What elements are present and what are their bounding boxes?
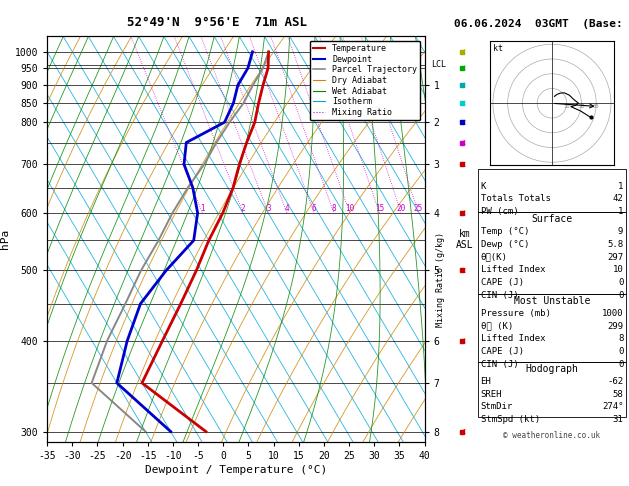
Text: StmSpd (kt): StmSpd (kt) (481, 415, 540, 424)
Text: 297: 297 (607, 253, 623, 262)
Text: 6: 6 (311, 204, 316, 213)
Text: Lifted Index: Lifted Index (481, 334, 545, 344)
Text: Dewp (°C): Dewp (°C) (481, 240, 529, 249)
Text: Lifted Index: Lifted Index (481, 265, 545, 275)
Text: 0: 0 (618, 360, 623, 369)
Text: © weatheronline.co.uk: © weatheronline.co.uk (503, 431, 601, 440)
Text: CIN (J): CIN (J) (481, 360, 518, 369)
Y-axis label: hPa: hPa (1, 229, 11, 249)
Text: θᴄ(K): θᴄ(K) (481, 253, 508, 262)
Text: 0: 0 (618, 347, 623, 356)
Text: K: K (481, 182, 486, 191)
Text: 25: 25 (414, 204, 423, 213)
Y-axis label: km
ASL: km ASL (455, 228, 473, 250)
Text: CAPE (J): CAPE (J) (481, 278, 523, 287)
Text: 5.8: 5.8 (607, 240, 623, 249)
Text: θᴄ (K): θᴄ (K) (481, 322, 513, 331)
Text: 1000: 1000 (602, 309, 623, 318)
Text: 10: 10 (345, 204, 354, 213)
Text: 3: 3 (266, 204, 270, 213)
Text: 1: 1 (200, 204, 204, 213)
X-axis label: Dewpoint / Temperature (°C): Dewpoint / Temperature (°C) (145, 466, 327, 475)
Text: 06.06.2024  03GMT  (Base: 12): 06.06.2024 03GMT (Base: 12) (454, 19, 629, 29)
Text: 15: 15 (375, 204, 384, 213)
Text: Most Unstable: Most Unstable (514, 296, 590, 306)
Text: 0: 0 (618, 291, 623, 300)
Text: 1: 1 (618, 207, 623, 216)
Text: 42: 42 (613, 194, 623, 204)
Text: 10: 10 (613, 265, 623, 275)
Text: 31: 31 (613, 415, 623, 424)
Text: 58: 58 (613, 390, 623, 399)
Text: 1: 1 (618, 182, 623, 191)
Text: 299: 299 (607, 322, 623, 331)
Text: PW (cm): PW (cm) (481, 207, 518, 216)
Text: 10: 10 (564, 104, 570, 109)
Text: Totals Totals: Totals Totals (481, 194, 550, 204)
Legend: Temperature, Dewpoint, Parcel Trajectory, Dry Adiabat, Wet Adiabat, Isotherm, Mi: Temperature, Dewpoint, Parcel Trajectory… (309, 41, 420, 120)
Text: -62: -62 (607, 377, 623, 386)
Text: 0: 0 (618, 278, 623, 287)
Text: SREH: SREH (481, 390, 502, 399)
Text: Pressure (mb): Pressure (mb) (481, 309, 550, 318)
Text: 9: 9 (618, 227, 623, 237)
Text: CAPE (J): CAPE (J) (481, 347, 523, 356)
Text: 20: 20 (578, 104, 585, 109)
Text: 4: 4 (284, 204, 289, 213)
Text: 8: 8 (331, 204, 336, 213)
Text: Hodograph: Hodograph (525, 364, 579, 374)
Text: 2: 2 (241, 204, 245, 213)
Text: Mixing Ratio (g/kg): Mixing Ratio (g/kg) (436, 232, 445, 328)
Text: kt: kt (493, 44, 503, 53)
Text: 274°: 274° (602, 402, 623, 412)
Text: 30: 30 (593, 104, 599, 109)
Text: Temp (°C): Temp (°C) (481, 227, 529, 237)
Text: EH: EH (481, 377, 491, 386)
Text: 8: 8 (618, 334, 623, 344)
Text: LCL: LCL (431, 60, 447, 69)
Text: 20: 20 (396, 204, 406, 213)
Text: CIN (J): CIN (J) (481, 291, 518, 300)
Text: Surface: Surface (532, 214, 572, 225)
Text: StmDir: StmDir (481, 402, 513, 412)
Text: 52°49'N  9°56'E  71m ASL: 52°49'N 9°56'E 71m ASL (127, 16, 307, 29)
